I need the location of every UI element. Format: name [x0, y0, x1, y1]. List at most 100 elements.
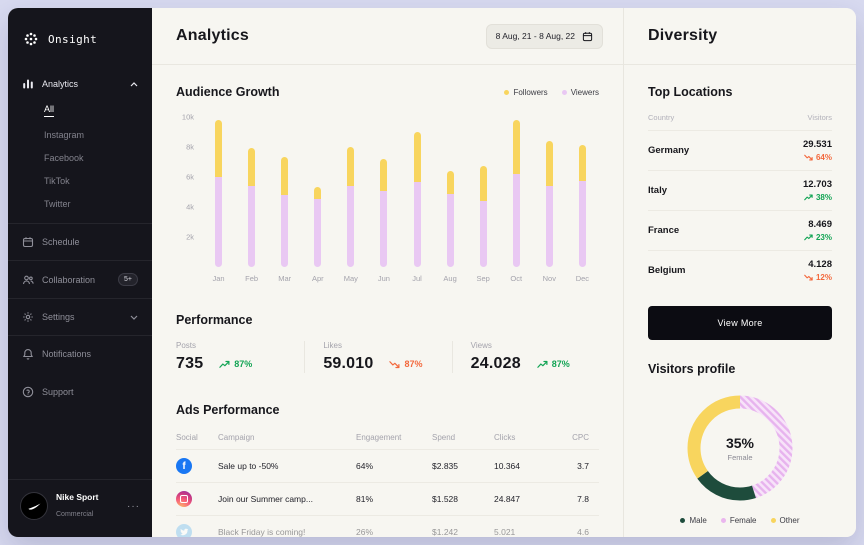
- location-row[interactable]: Belgium 4.128 12%: [648, 259, 832, 282]
- followers-bar-segment[interactable]: [347, 147, 355, 186]
- viewers-bar-segment[interactable]: [413, 181, 421, 267]
- viewers-bar-segment[interactable]: [347, 186, 355, 267]
- bar-chart-icon: [22, 78, 34, 90]
- sidebar-subitem-twitter[interactable]: Twitter: [44, 199, 71, 209]
- sidebar-item-analytics[interactable]: Analytics: [8, 66, 152, 102]
- audience-growth-chart: 10k 8k 6k 4k 2k Jan Feb Mar Apr May Jun Jul Aug Sep O…: [176, 113, 599, 284]
- viewers-bar-segment[interactable]: [281, 194, 289, 267]
- stat-delta: 87%: [219, 359, 252, 369]
- ads-table-row[interactable]: Black Friday is coming! 26% $1.242 5.021…: [176, 516, 599, 537]
- profile-role: Commercial: [56, 511, 94, 518]
- profile-menu-button[interactable]: ···: [127, 500, 140, 512]
- section-title: Performance: [176, 313, 253, 327]
- sidebar-item-settings[interactable]: Settings: [8, 299, 152, 335]
- viewers-bar-segment[interactable]: [578, 181, 586, 267]
- ads-table-row[interactable]: f Sale up to -50% 64% $2.835 10.364 3.7: [176, 450, 599, 483]
- followers-bar-segment[interactable]: [413, 132, 421, 182]
- chart-column: Aug: [434, 117, 467, 283]
- sidebar-subitem-tiktok[interactable]: TikTok: [44, 176, 70, 186]
- sidebar-subitem-instagram[interactable]: Instagram: [44, 130, 85, 140]
- calendar-icon: [22, 236, 34, 248]
- x-axis-label: Feb: [245, 274, 259, 283]
- location-row[interactable]: Italy 12.703 38%: [648, 171, 832, 211]
- x-axis-label: May: [343, 274, 358, 283]
- sidebar-item-schedule[interactable]: Schedule: [8, 224, 152, 260]
- visitors-delta: 38%: [803, 193, 832, 202]
- sidebar-item-support[interactable]: Support: [8, 374, 152, 410]
- chart-column: Jul: [400, 117, 433, 283]
- diversity-panel: Diversity Top Locations Country Visitors…: [623, 8, 856, 537]
- sidebar-subitem-all[interactable]: All: [44, 104, 55, 117]
- stat-likes: Likes 59.010 87%: [304, 341, 451, 373]
- chart-column: Mar: [268, 117, 301, 283]
- followers-dot-icon: [504, 89, 510, 95]
- nav-label: Support: [42, 387, 74, 397]
- chart-yaxis: 10k 8k 6k 4k 2k: [176, 113, 202, 267]
- analytics-content: Audience Growth Followers Viewers 10k 8k 6: [152, 65, 623, 537]
- location-row[interactable]: Germany 29.531 64%: [648, 131, 832, 171]
- viewers-bar-segment[interactable]: [512, 174, 520, 267]
- followers-bar-segment[interactable]: [215, 120, 223, 177]
- trend-down-icon: [389, 360, 400, 369]
- visitors-profile-section: Visitors profile 35% Female: [648, 360, 832, 525]
- sidebar-item-collaboration[interactable]: Collaboration 5+: [8, 261, 152, 298]
- trend-up-icon: [537, 360, 548, 369]
- viewers-bar-segment[interactable]: [215, 177, 223, 267]
- visitors-value: 8.469: [808, 219, 832, 230]
- stat-delta: 87%: [389, 359, 422, 369]
- viewers-bar-segment[interactable]: [446, 193, 454, 267]
- diversity-header: Diversity: [624, 8, 856, 65]
- location-row[interactable]: France 8.469 23%: [648, 211, 832, 251]
- dashboard: Onsight Analytics All Instagram Facebook…: [8, 8, 856, 537]
- x-axis-label: Aug: [443, 274, 457, 283]
- visitors-value: 4.128: [808, 259, 832, 270]
- profile-card[interactable]: Nike Sport Commercial ···: [8, 478, 152, 537]
- followers-bar-segment[interactable]: [380, 159, 388, 191]
- view-more-button[interactable]: View More: [648, 306, 832, 340]
- followers-bar-segment[interactable]: [578, 145, 586, 182]
- twitter-icon: [176, 524, 192, 537]
- sidebar-nav: Analytics All Instagram Facebook TikTok …: [8, 66, 152, 479]
- nav-label: Notifications: [42, 349, 92, 359]
- viewers-dot-icon: [561, 89, 567, 95]
- viewers-bar-segment[interactable]: [479, 200, 487, 267]
- donut-segment-other[interactable]: [687, 395, 793, 501]
- viewers-bar-segment[interactable]: [248, 185, 256, 267]
- visitors-delta: 64%: [803, 153, 832, 162]
- chevron-down-icon: [130, 312, 138, 322]
- viewers-bar-segment[interactable]: [380, 190, 388, 267]
- divider: [8, 260, 152, 261]
- analytics-panel: Analytics 8 Aug, 21 - 8 Aug, 22 Audience…: [152, 8, 623, 537]
- sidebar-item-notifications[interactable]: Notifications: [8, 336, 152, 372]
- ads-table-row[interactable]: Join our Summer camp... 81% $1.528 24.84…: [176, 483, 599, 516]
- donut-chart[interactable]: 35% Female: [680, 388, 800, 508]
- followers-bar-segment[interactable]: [545, 141, 553, 186]
- chart-column: Apr: [301, 117, 334, 283]
- locations-header: Country Visitors: [648, 113, 832, 131]
- followers-bar-segment[interactable]: [248, 148, 256, 186]
- trend-down-icon: [804, 154, 813, 161]
- logo-icon: [22, 30, 40, 48]
- calendar-icon: [582, 31, 593, 42]
- app-name: Onsight: [48, 32, 98, 46]
- stat-posts: Posts 735 87%: [176, 341, 253, 372]
- followers-bar-segment[interactable]: [314, 187, 322, 200]
- donut-segment-male[interactable]: [687, 395, 793, 501]
- users-icon: [22, 274, 34, 286]
- visitors-value: 29.531: [802, 139, 832, 150]
- nav-label: Analytics: [42, 79, 79, 89]
- followers-bar-segment[interactable]: [446, 171, 454, 194]
- donut-legend: Male Female Other: [648, 516, 832, 525]
- viewers-bar-segment[interactable]: [314, 199, 322, 267]
- viewers-bar-segment[interactable]: [545, 186, 553, 267]
- avatar: [20, 492, 48, 521]
- nike-swoosh-icon: [28, 503, 40, 510]
- stat-value: 24.028: [470, 355, 521, 372]
- followers-bar-segment[interactable]: [281, 157, 289, 195]
- sidebar-subitem-facebook[interactable]: Facebook: [44, 153, 84, 163]
- followers-bar-segment[interactable]: [479, 166, 487, 201]
- legend-item-male: Male: [680, 516, 707, 525]
- followers-bar-segment[interactable]: [512, 120, 520, 174]
- date-range-button[interactable]: 8 Aug, 21 - 8 Aug, 22: [485, 23, 603, 49]
- x-axis-label: Apr: [311, 274, 324, 283]
